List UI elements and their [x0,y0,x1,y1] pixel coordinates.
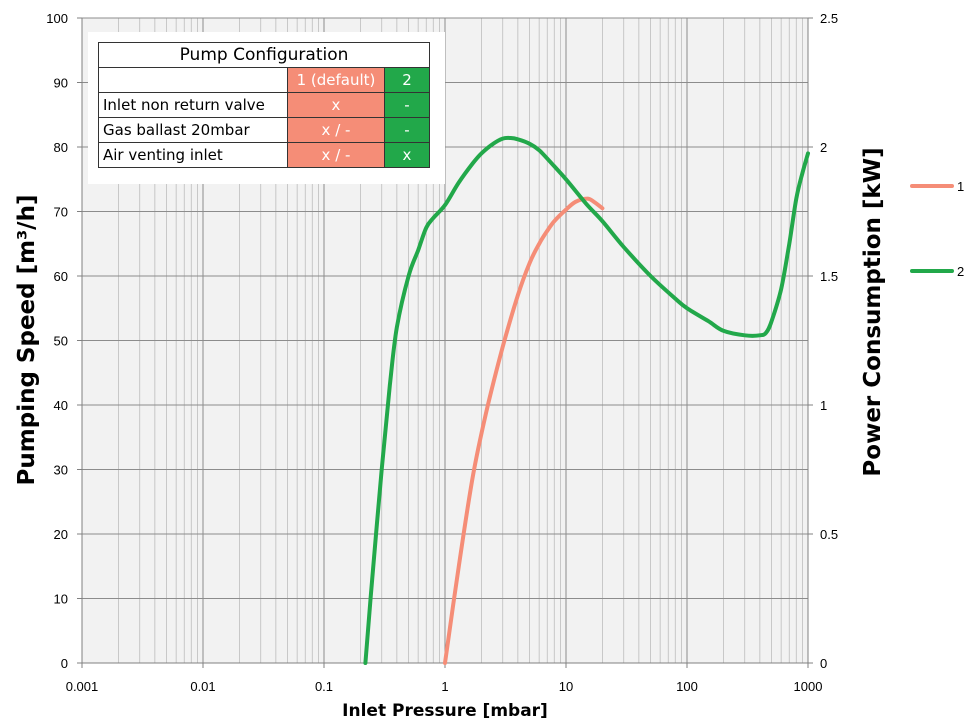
legend: 12 [910,179,964,279]
x-tick-label: 0.1 [315,679,333,694]
x-tick-label: 0.001 [66,679,99,694]
x-tick-label: 0.01 [190,679,215,694]
row-label: Inlet non return valve [98,92,288,118]
table-title: Pump Configuration [98,42,430,68]
table-header-col1: 1 (default) [287,67,385,93]
y2-tick-label: 2 [820,140,827,155]
y-tick-label: 30 [54,463,68,478]
pump-configuration-table: Pump Configuration 1 (default) 2 Inlet n… [98,42,430,168]
y-axis-title: Pumping Speed [m³/h] [14,195,40,486]
x-tick-label: 10 [559,679,573,694]
y2-tick-labels: 0 0.5 1 1.5 2 2.5 [820,11,838,671]
x-tick-label: 1 [441,679,448,694]
y2-tick-label: 1 [820,398,827,413]
y-tick-label: 40 [54,398,68,413]
row-label: Air venting inlet [98,142,288,168]
y2-axis-title: Power Consumption [kW] [860,147,886,476]
row-col2-value: - [384,117,430,143]
series-lines [363,135,810,665]
row-col1-value: x / - [287,142,385,168]
y-tick-label: 0 [61,656,68,671]
row-label: Gas ballast 20mbar [98,117,288,143]
x-tick-labels: 0.001 0.01 0.1 1 10 100 1000 [66,679,823,694]
table-row: Inlet non return valve x - [98,92,430,118]
major-gridlines [81,17,809,664]
row-col1-value: x / - [287,117,385,143]
y-tick-label: 10 [54,592,68,607]
y-tick-label: 90 [54,76,68,91]
table-row: Gas ballast 20mbar x / - - [98,117,430,143]
table-row: Air venting inlet x / - x [98,142,430,168]
table-header-col2: 2 [384,67,430,93]
y-tick-label: 60 [54,269,68,284]
legend-label-2: 2 [957,264,964,279]
series-line-2 [363,135,810,665]
y-tick-label: 50 [54,334,68,349]
y2-tick-label: 0.5 [820,527,838,542]
y-tick-label: 20 [54,527,68,542]
row-col2-value: x [384,142,430,168]
y-tick-label: 70 [54,205,68,220]
x-tick-label: 1000 [794,679,823,694]
y-tick-label: 100 [46,11,68,26]
row-col1-value: x [287,92,385,118]
legend-label-1: 1 [957,179,964,194]
y-tick-labels: 0 10 20 30 40 50 60 70 80 90 100 [46,11,68,671]
row-col2-value: - [384,92,430,118]
x-tick-label: 100 [676,679,698,694]
table-header-blank [98,67,288,93]
y2-tick-label: 0 [820,656,827,671]
y-tick-label: 80 [54,140,68,155]
y2-tick-label: 2.5 [820,11,838,26]
x-axis-title: Inlet Pressure [mbar] [342,701,548,719]
y2-tick-label: 1.5 [820,269,838,284]
